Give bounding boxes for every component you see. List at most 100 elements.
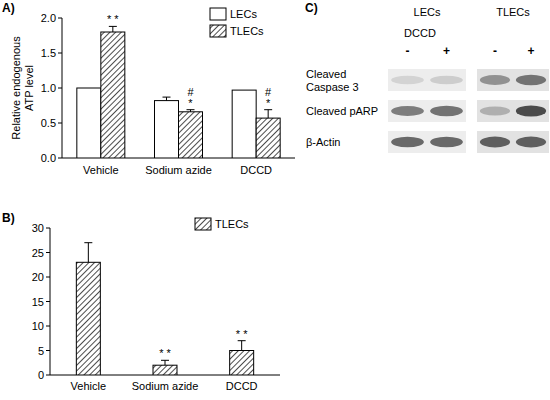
y-tick: [46, 301, 50, 302]
blot-band: [516, 75, 546, 85]
legend-swatch: [195, 218, 211, 230]
y-tick: [58, 88, 62, 89]
y-axis-label: ATP level: [23, 65, 35, 111]
lane-label: +: [443, 44, 450, 58]
annotations: * *#*#*: [107, 13, 272, 108]
blot-strip: [388, 69, 466, 91]
legend: LECs TLECs: [210, 8, 264, 37]
y-tick-label: 30: [32, 222, 44, 234]
blot-band: [480, 106, 510, 115]
y-tick-label: 0.0: [41, 152, 56, 164]
bar: [77, 88, 101, 158]
significance-mark: * *: [236, 328, 248, 340]
blot-band: [480, 137, 510, 148]
y-tick-label: 20: [32, 271, 44, 283]
x-tick-label: Sodium azide: [145, 164, 212, 176]
blot-band: [516, 137, 546, 148]
y-tick-label: 0: [38, 369, 44, 381]
y-tick-label: 5: [38, 345, 44, 357]
y-tick-label: 10: [32, 320, 44, 332]
legend-label: LECs: [230, 8, 257, 20]
blot-band: [430, 106, 463, 116]
blot-band: [430, 137, 463, 148]
treatment-label: DCCD: [404, 27, 436, 39]
y-tick-label: 0.5: [41, 117, 56, 129]
x-tick-label: DCCD: [226, 380, 258, 392]
y-tick-label: 2.0: [41, 12, 56, 24]
y-axis-label: Relative endogenous: [10, 36, 22, 140]
significance-mark: *: [188, 97, 193, 109]
x-tick-label: DCCD: [240, 164, 272, 176]
error-bar: [238, 341, 246, 351]
blot-band: [430, 76, 463, 85]
y-tick: [58, 158, 62, 159]
error-bar: [161, 360, 169, 365]
blot-band: [391, 76, 424, 84]
panel: A)0.00.51.01.52.0Relative endogenousATP …: [2, 1, 295, 176]
x-tick-label: Vehicle: [83, 164, 118, 176]
legend-swatch: [210, 8, 226, 20]
row-label: Cleaved pARP: [306, 105, 378, 117]
y-tick: [58, 18, 62, 19]
y-tick: [46, 252, 50, 253]
error-bar: [109, 26, 117, 32]
blot-panel: C) DCCD LECs - + TLECs - + CleavedCaspase 3 Cleav…: [305, 1, 549, 153]
error-bar: [187, 110, 195, 112]
error-bar: [84, 243, 92, 263]
significance-mark: * *: [107, 13, 119, 25]
page: {"chart_data": [ {"type": "bar", "title"…: [0, 0, 550, 400]
legend-swatch: [210, 25, 226, 37]
y-tick: [58, 123, 62, 124]
lane-label: -: [493, 44, 497, 58]
error-bar: [264, 110, 272, 118]
row-label: β-Actin: [306, 136, 340, 148]
y-tick-label: 25: [32, 247, 44, 259]
row-label: Caspase 3: [306, 81, 359, 93]
bar: [101, 32, 125, 158]
bar: [232, 90, 256, 158]
panel-label: C): [305, 1, 318, 15]
blot-band: [391, 137, 424, 148]
blot-band: [391, 106, 424, 116]
bar: [153, 365, 177, 375]
y-tick: [46, 228, 50, 229]
y-tick: [46, 326, 50, 327]
y-tick: [46, 350, 50, 351]
y-tick: [58, 53, 62, 54]
y-tick-label: 15: [32, 296, 44, 308]
x-tick-label: Vehicle: [71, 380, 106, 392]
bar: [256, 118, 280, 158]
bar: [76, 262, 100, 375]
legend-label: TLECs: [215, 218, 249, 230]
legend-label: TLECs: [230, 25, 264, 37]
blot-strip: [388, 100, 466, 122]
blot-band: [480, 75, 510, 85]
lane-label: -: [406, 44, 410, 58]
legend: TLECs: [195, 218, 249, 230]
group-label: TLECs: [496, 6, 530, 18]
bars: [77, 26, 280, 158]
blot-strip: [477, 131, 549, 153]
bar: [155, 101, 179, 158]
blot-strip: [477, 100, 549, 122]
panel-label: B): [2, 211, 15, 225]
error-bar: [163, 97, 171, 101]
panel-label: A): [2, 1, 15, 15]
group-label: LECs: [414, 6, 441, 18]
y-tick: [46, 375, 50, 376]
row-label: Cleaved: [306, 68, 346, 80]
figure: A)0.00.51.01.52.0Relative endogenousATP …: [0, 0, 550, 400]
y-tick-label: 1.5: [41, 47, 56, 59]
blot-strip: [388, 131, 466, 153]
annotations: * * * *: [159, 328, 248, 360]
blot-band: [516, 105, 546, 116]
x-tick-label: Sodium azide: [132, 380, 199, 392]
bars: [76, 243, 253, 375]
bar: [179, 112, 203, 158]
y-tick: [46, 277, 50, 278]
significance-mark: *: [266, 97, 271, 109]
bar: [230, 351, 254, 376]
significance-mark: * *: [159, 347, 171, 359]
lane-label: +: [527, 44, 534, 58]
blot-strip: [477, 69, 549, 91]
